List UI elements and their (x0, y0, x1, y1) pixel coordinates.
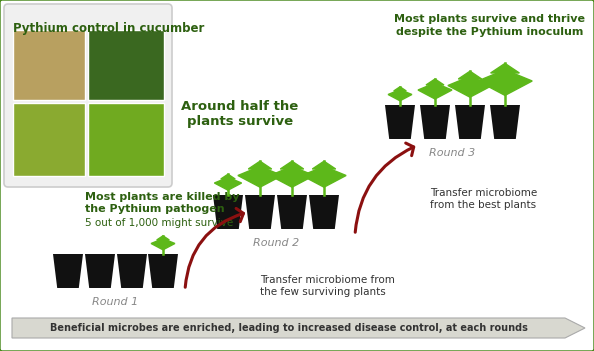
Polygon shape (12, 318, 585, 338)
Text: Around half the: Around half the (181, 100, 299, 113)
Polygon shape (448, 77, 470, 97)
Polygon shape (85, 254, 115, 288)
Polygon shape (324, 166, 346, 187)
FancyBboxPatch shape (13, 103, 85, 176)
Polygon shape (470, 77, 492, 97)
Polygon shape (53, 254, 83, 288)
Text: Transfer microbiome from: Transfer microbiome from (260, 275, 395, 285)
Polygon shape (214, 177, 228, 190)
Polygon shape (248, 161, 271, 169)
Polygon shape (400, 90, 412, 101)
Polygon shape (163, 239, 175, 250)
FancyBboxPatch shape (88, 103, 164, 176)
Polygon shape (478, 70, 505, 95)
Polygon shape (238, 166, 260, 187)
Polygon shape (117, 254, 147, 288)
Text: Transfer microbiome: Transfer microbiome (430, 188, 537, 198)
Polygon shape (420, 105, 450, 139)
Text: the few surviving plants: the few surviving plants (260, 287, 386, 297)
Text: 5 out of 1,000 might survive: 5 out of 1,000 might survive (85, 218, 233, 228)
Polygon shape (213, 195, 243, 229)
Text: Pythium control in cucumber: Pythium control in cucumber (13, 22, 204, 35)
Polygon shape (426, 79, 444, 85)
Text: despite the Pythium inoculum: despite the Pythium inoculum (396, 27, 584, 37)
Polygon shape (270, 166, 292, 187)
Text: Round 1: Round 1 (92, 297, 138, 307)
Text: Beneficial microbes are enriched, leading to increased disease control, at each : Beneficial microbes are enriched, leadin… (49, 323, 527, 333)
Polygon shape (312, 161, 336, 169)
Text: the Pythium pathogen: the Pythium pathogen (85, 204, 225, 214)
Polygon shape (292, 166, 314, 187)
Polygon shape (157, 236, 169, 240)
Polygon shape (388, 90, 400, 101)
Polygon shape (455, 105, 485, 139)
Polygon shape (148, 254, 178, 288)
Polygon shape (505, 70, 532, 95)
Polygon shape (418, 83, 435, 99)
Polygon shape (491, 64, 519, 73)
Text: Most plants survive and thrive: Most plants survive and thrive (394, 14, 586, 24)
Polygon shape (221, 174, 235, 179)
Polygon shape (385, 105, 415, 139)
Polygon shape (228, 177, 242, 190)
Polygon shape (151, 239, 163, 250)
Text: Round 3: Round 3 (429, 148, 475, 158)
FancyBboxPatch shape (4, 4, 172, 187)
Polygon shape (302, 166, 324, 187)
Polygon shape (435, 83, 452, 99)
Polygon shape (245, 195, 275, 229)
Polygon shape (490, 105, 520, 139)
Text: plants survive: plants survive (187, 115, 293, 128)
Polygon shape (260, 166, 282, 187)
Polygon shape (309, 195, 339, 229)
Text: from the best plants: from the best plants (430, 200, 536, 210)
Text: Most plants are killed by: Most plants are killed by (85, 192, 239, 202)
Polygon shape (277, 195, 307, 229)
Polygon shape (394, 87, 406, 91)
FancyBboxPatch shape (88, 30, 164, 100)
Polygon shape (459, 71, 482, 79)
FancyBboxPatch shape (13, 30, 85, 100)
Polygon shape (280, 161, 304, 169)
Text: Round 2: Round 2 (253, 238, 299, 248)
